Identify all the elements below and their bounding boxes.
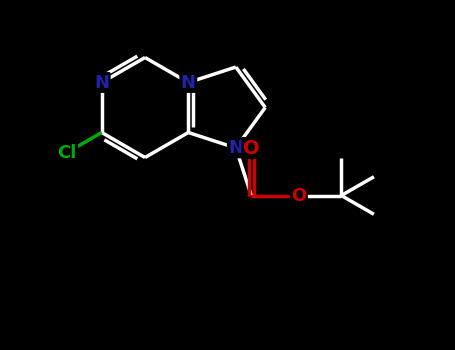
Text: Cl: Cl bbox=[57, 144, 77, 161]
Text: N: N bbox=[181, 74, 196, 91]
Text: N: N bbox=[228, 139, 243, 157]
Text: O: O bbox=[291, 187, 306, 204]
Text: O: O bbox=[243, 139, 260, 158]
Text: N: N bbox=[94, 74, 109, 91]
